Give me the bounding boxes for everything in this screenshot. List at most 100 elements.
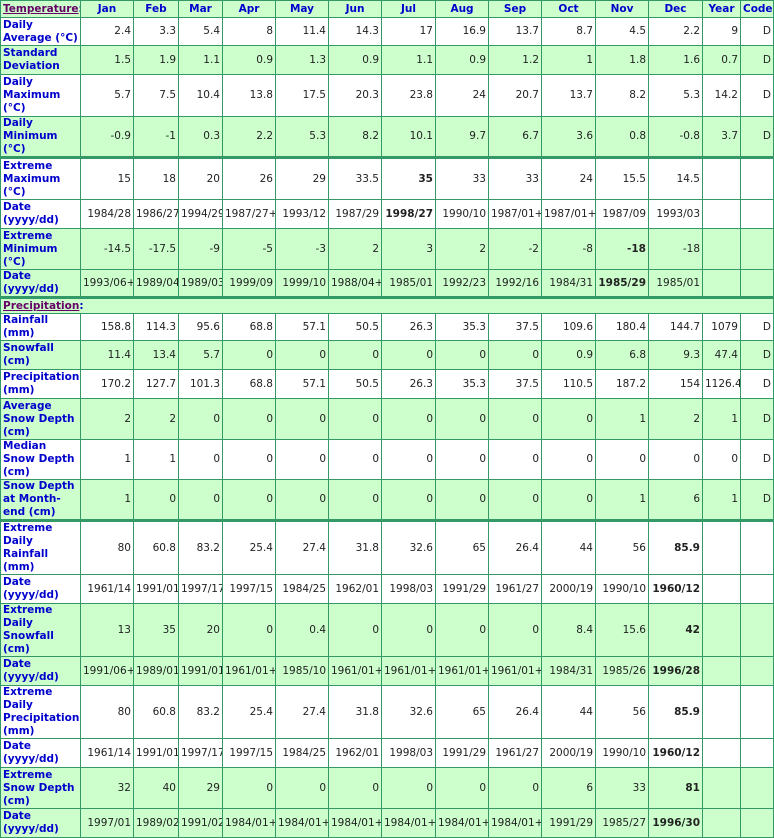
cell-dec: 81 — [648, 767, 703, 809]
cell-feb: 1989/04 — [133, 269, 179, 299]
cell-year: 14.2 — [702, 74, 741, 117]
cell-feb: 1991/01 — [133, 574, 179, 604]
cell-nov: 33 — [595, 767, 649, 809]
cell-dec: 0 — [648, 439, 703, 480]
cell-code: D — [740, 74, 774, 117]
cell-aug: 0 — [435, 479, 489, 522]
cell-feb: 35 — [133, 603, 179, 657]
cell-year — [702, 603, 741, 657]
cell-may: 17.5 — [275, 74, 329, 117]
cell-may: -3 — [275, 228, 329, 270]
cell-aug: 1984/01+ — [435, 808, 489, 838]
cell-oct: 24 — [541, 157, 596, 200]
cell-year — [702, 656, 741, 686]
column-header-apr: Apr — [222, 0, 276, 18]
cell-may: 1999/10 — [275, 269, 329, 299]
cell-year — [702, 685, 741, 739]
row-label: Extreme Daily Snowfall (cm) — [0, 603, 81, 657]
cell-jul: 0 — [381, 398, 436, 440]
cell-nov: 1985/29 — [595, 269, 649, 299]
cell-sep: 26.4 — [488, 520, 542, 575]
cell-jun: 50.5 — [328, 313, 382, 341]
cell-code — [740, 808, 774, 838]
cell-apr: 26 — [222, 157, 276, 200]
cell-sep: 0 — [488, 767, 542, 809]
cell-dec: -0.8 — [648, 116, 703, 159]
cell-jul: 23.8 — [381, 74, 436, 117]
cell-oct: 0 — [541, 398, 596, 440]
cell-apr: 68.8 — [222, 313, 276, 341]
cell-jan: 5.7 — [80, 74, 134, 117]
cell-oct: 44 — [541, 685, 596, 739]
cell-sep: 0 — [488, 340, 542, 370]
precipitation-section-label: Precipitation: — [0, 297, 774, 314]
cell-may: 27.4 — [275, 520, 329, 575]
row-label: Extreme Minimum (°C) — [0, 228, 81, 270]
cell-dec: 1960/12 — [648, 574, 703, 604]
cell-may: 11.4 — [275, 17, 329, 46]
column-header-nov: Nov — [595, 0, 649, 18]
cell-jun: 0 — [328, 603, 382, 657]
cell-feb: -1 — [133, 116, 179, 159]
cell-may: 57.1 — [275, 369, 329, 399]
cell-aug: 9.7 — [435, 116, 489, 159]
cell-aug: 0.9 — [435, 45, 489, 75]
cell-aug: 0 — [435, 439, 489, 480]
cell-oct: 0.9 — [541, 340, 596, 370]
cell-year: 1 — [702, 398, 741, 440]
cell-jul: 0 — [381, 767, 436, 809]
cell-code — [740, 738, 774, 768]
cell-jan: 13 — [80, 603, 134, 657]
cell-aug: 1990/10 — [435, 199, 489, 229]
row-label: Daily Minimum (°C) — [0, 116, 81, 159]
cell-nov: 4.5 — [595, 17, 649, 46]
cell-jan: 1961/14 — [80, 738, 134, 768]
cell-may: 1.3 — [275, 45, 329, 75]
cell-mar: 1991/02 — [178, 808, 223, 838]
cell-code: D — [740, 116, 774, 159]
cell-aug: 1961/01+ — [435, 656, 489, 686]
table-row: Extreme Daily Snowfall (cm) 13 35 20 0 0.4 0 0 0… — [0, 603, 774, 657]
cell-code: D — [740, 45, 774, 75]
cell-sep: 20.7 — [488, 74, 542, 117]
cell-nov: 0.8 — [595, 116, 649, 159]
cell-code: D — [740, 17, 774, 46]
cell-dec: 42 — [648, 603, 703, 657]
cell-nov: 0 — [595, 439, 649, 480]
cell-jun: 1984/01+ — [328, 808, 382, 838]
cell-jul: 1961/01+ — [381, 656, 436, 686]
cell-apr: 0 — [222, 767, 276, 809]
table-row: Extreme Snow Depth (cm) 32 40 29 0 0 0 0 0 0 6 33 81 — [0, 767, 774, 809]
cell-jul: 3 — [381, 228, 436, 270]
cell-code — [740, 656, 774, 686]
cell-mar: 0 — [178, 439, 223, 480]
cell-year — [702, 738, 741, 768]
cell-feb: 18 — [133, 157, 179, 200]
precipitation-link[interactable]: Precipitation — [3, 299, 80, 312]
cell-may: 1984/25 — [275, 738, 329, 768]
row-label: Extreme Daily Rainfall (mm) — [0, 520, 81, 575]
cell-nov: 1987/09 — [595, 199, 649, 229]
cell-jul: 1984/01+ — [381, 808, 436, 838]
cell-aug: 0 — [435, 398, 489, 440]
cell-aug: 65 — [435, 520, 489, 575]
column-header-oct: Oct — [541, 0, 596, 18]
cell-nov: 15.6 — [595, 603, 649, 657]
cell-mar: 5.7 — [178, 340, 223, 370]
cell-year — [702, 520, 741, 575]
cell-apr: -5 — [222, 228, 276, 270]
row-label: Snowfall (cm) — [0, 340, 81, 370]
cell-dec: 6 — [648, 479, 703, 522]
cell-year: 0 — [702, 439, 741, 480]
cell-code — [740, 685, 774, 739]
cell-mar: 1994/29 — [178, 199, 223, 229]
cell-oct: 1 — [541, 45, 596, 75]
cell-year — [702, 269, 741, 299]
cell-oct: -8 — [541, 228, 596, 270]
cell-mar: 95.6 — [178, 313, 223, 341]
cell-jul: 1998/03 — [381, 738, 436, 768]
cell-oct: 3.6 — [541, 116, 596, 159]
cell-jun: 0 — [328, 398, 382, 440]
temperature-link[interactable]: Temperature — [3, 2, 79, 15]
